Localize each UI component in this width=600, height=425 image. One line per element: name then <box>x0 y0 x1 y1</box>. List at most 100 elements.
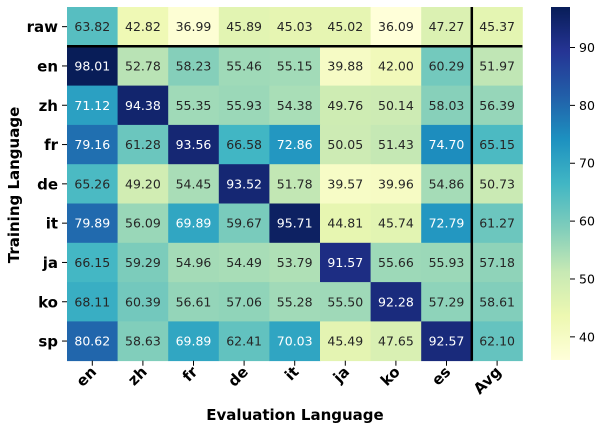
cell-value-it-fr: 69.89 <box>176 216 212 231</box>
cell-value-raw-en: 63.82 <box>74 19 110 34</box>
colorbar-tick-label-60: 60 <box>579 214 595 229</box>
cell-value-raw-zh: 42.82 <box>125 19 161 34</box>
heatmap-cell-sp-es <box>421 321 473 362</box>
cell-value-ko-es: 57.29 <box>429 294 465 309</box>
heatmap-cell-ja-Avg <box>471 242 523 283</box>
y-tick-label-it: it <box>46 215 58 233</box>
heatmap-cell-zh-it <box>269 85 321 126</box>
heatmap-cell-zh-zh <box>117 85 169 126</box>
cell-value-zh-es: 58.03 <box>429 98 465 113</box>
cell-value-zh-it: 54.38 <box>277 98 313 113</box>
heatmap-cell-it-ja <box>320 203 371 244</box>
cell-value-ko-Avg: 58.61 <box>479 294 515 309</box>
colorbar-gradient <box>551 7 570 360</box>
heatmap-cell-raw-fr <box>168 7 220 47</box>
cell-value-de-it: 51.78 <box>277 176 313 191</box>
heatmap-cell-fr-Avg <box>471 124 523 165</box>
heatmap-cell-fr-it <box>269 124 321 165</box>
heatmap-cell-raw-es <box>421 7 473 47</box>
cell-value-it-es: 72.79 <box>429 216 465 231</box>
cell-value-zh-zh: 94.38 <box>125 98 161 113</box>
cell-value-fr-zh: 61.28 <box>125 137 161 152</box>
x-tick-label-ja: ja <box>329 363 353 387</box>
colorbar: 40 50 60 70 80 90 <box>551 7 595 360</box>
heatmap-cell-ko-zh <box>117 282 169 322</box>
cell-value-sp-en: 80.62 <box>74 334 110 349</box>
cell-value-raw-de: 45.89 <box>226 19 262 34</box>
heatmap-cell-sp-ja <box>320 321 371 362</box>
heatmap-cell-sp-ko <box>370 321 422 362</box>
y-tick-label-zh: zh <box>39 97 58 115</box>
cell-value-de-Avg: 50.73 <box>479 176 515 191</box>
cell-value-sp-es: 92.57 <box>429 334 465 349</box>
cell-value-zh-Avg: 56.39 <box>479 98 515 113</box>
cell-value-raw-ko: 36.09 <box>378 19 414 34</box>
cell-value-de-de: 93.52 <box>226 176 262 191</box>
heatmap-cell-raw-ko <box>370 7 422 47</box>
heatmap-cell-en-ja <box>320 46 371 86</box>
colorbar-tick-label-90: 90 <box>579 40 595 55</box>
heatmap-cell-fr-es <box>421 124 473 165</box>
cell-value-de-zh: 49.20 <box>125 176 161 191</box>
cell-value-zh-ko: 50.14 <box>378 98 414 113</box>
heatmap-cell-it-it <box>269 203 321 244</box>
cell-value-sp-zh: 58.63 <box>125 334 161 349</box>
cell-value-it-en: 79.89 <box>74 216 110 231</box>
heatmap-cell-zh-de <box>218 85 270 126</box>
cell-value-de-ko: 39.96 <box>378 176 414 191</box>
cell-value-ja-fr: 54.96 <box>176 255 212 270</box>
cell-value-zh-ja: 49.76 <box>327 98 363 113</box>
cell-value-ja-es: 55.93 <box>429 255 465 270</box>
heatmap-cell-ja-fr <box>168 242 220 283</box>
cell-value-fr-Avg: 65.15 <box>479 137 515 152</box>
y-axis-label: Training Language <box>5 107 23 264</box>
heatmap-cell-ja-en <box>67 242 118 283</box>
y-tick-label-ko: ko <box>38 293 58 311</box>
cell-value-sp-fr: 69.89 <box>176 334 212 349</box>
cell-value-sp-de: 62.41 <box>226 334 262 349</box>
heatmap-cell-fr-ja <box>320 124 371 165</box>
cell-value-it-zh: 56.09 <box>125 216 161 231</box>
x-axis-ticks: en zh fr de it ja ko es Avg <box>73 360 505 398</box>
heatmap-cell-it-fr <box>168 203 220 244</box>
x-tick-label-de: de <box>224 363 252 391</box>
x-tick-label-Avg: Avg <box>470 363 505 398</box>
cell-value-de-fr: 54.45 <box>176 176 212 191</box>
heatmap-cell-ja-de <box>218 242 270 283</box>
cell-value-sp-ko: 47.65 <box>378 334 414 349</box>
heatmap-cell-en-Avg <box>471 46 523 86</box>
cell-value-en-ko: 42.00 <box>378 58 414 73</box>
heatmap-cell-it-Avg <box>471 203 523 244</box>
heatmap-cell-ko-ja <box>320 282 371 322</box>
cell-value-sp-Avg: 62.10 <box>479 334 515 349</box>
cell-value-fr-en: 79.16 <box>74 137 110 152</box>
heatmap-cell-zh-Avg <box>471 85 523 126</box>
colorbar-tick-label-80: 80 <box>579 98 595 113</box>
heatmap-cell-ja-it <box>269 242 321 283</box>
heatmap-cell-ja-zh <box>117 242 169 283</box>
heatmap-cell-de-ja <box>320 164 371 204</box>
cell-value-ja-zh: 59.29 <box>125 255 161 270</box>
cell-value-ko-ja: 55.50 <box>327 294 363 309</box>
y-axis-ticks: raw en zh fr de it ja ko sp <box>27 18 67 351</box>
x-axis-label: Evaluation Language <box>206 406 383 424</box>
heatmap-cell-fr-zh <box>117 124 169 165</box>
heatmap-cell-ko-es <box>421 282 473 322</box>
heatmap-cell-en-fr <box>168 46 220 86</box>
heatmap-cell-fr-en <box>67 124 118 165</box>
heatmap-cell-ko-ko <box>370 282 422 322</box>
cell-value-ko-fr: 56.61 <box>176 294 212 309</box>
cell-value-it-de: 59.67 <box>226 216 262 231</box>
heatmap-cell-raw-Avg <box>471 7 523 47</box>
heatmap-cell-en-en <box>67 46 118 86</box>
heatmap-cell-raw-zh <box>117 7 169 47</box>
heatmap-cell-zh-ko <box>370 85 422 126</box>
colorbar-tick-label-70: 70 <box>579 156 595 171</box>
cell-value-raw-Avg: 45.37 <box>479 19 515 34</box>
x-tick-label-it: it <box>281 363 302 384</box>
colorbar-tick-label-50: 50 <box>579 271 595 286</box>
heatmap-cell-sp-de <box>218 321 270 362</box>
cell-value-sp-ja: 45.49 <box>327 334 363 349</box>
heatmap-cell-sp-en <box>67 321 118 362</box>
cell-value-it-ko: 45.74 <box>378 216 414 231</box>
